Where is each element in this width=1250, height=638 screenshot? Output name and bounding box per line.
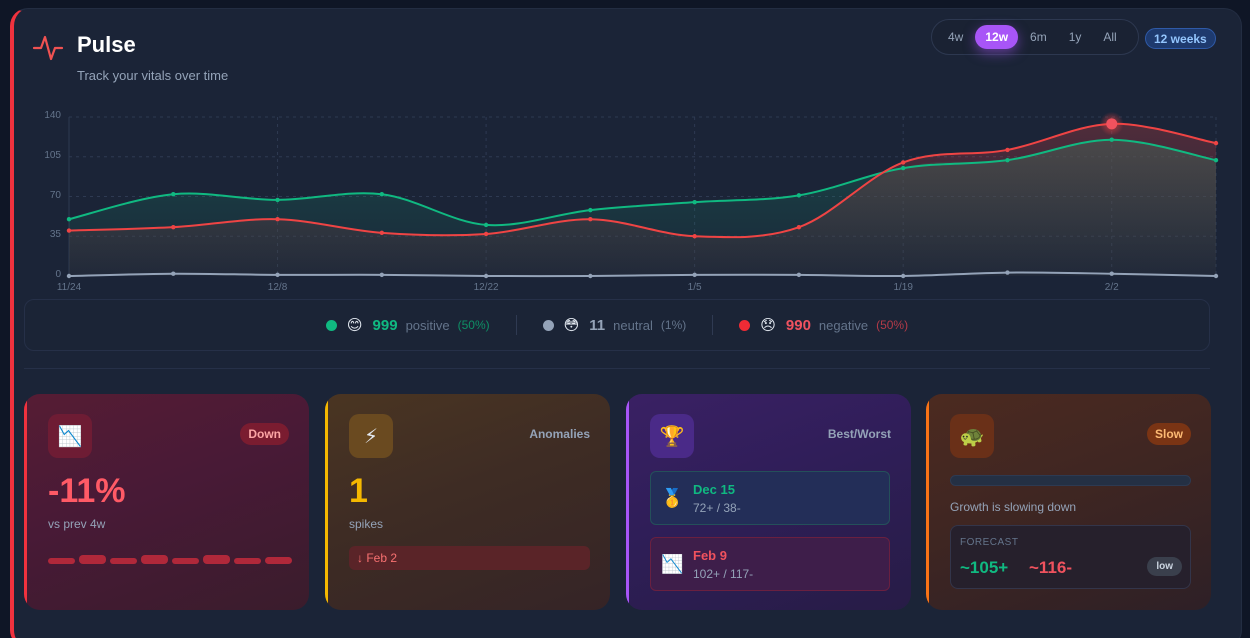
section-divider (24, 368, 1210, 369)
anomalies-label: Anomalies (529, 427, 590, 441)
down-badge: Down (240, 423, 289, 445)
range-selector: 4w 12w 6m 1y All (931, 19, 1139, 55)
spike-marker (1106, 118, 1118, 130)
negative-count: 990 (785, 316, 811, 334)
range-4w-button[interactable]: 4w (948, 30, 964, 44)
sparkbar (234, 558, 261, 564)
negative-label: negative (818, 317, 869, 333)
growth-progress-bar (950, 475, 1191, 486)
worst-date: Feb 9 (693, 547, 727, 563)
range-6m-button[interactable]: 6m (1030, 30, 1047, 44)
neutral-label: neutral (613, 317, 653, 333)
forecast-box: FORECAST ~105+ ~116- low (950, 525, 1191, 589)
range-12w-button[interactable]: 12w (975, 25, 1019, 49)
growth-card[interactable]: 🐢 Slow Growth is slowing down FORECAST ~… (926, 394, 1211, 610)
anomaly-item[interactable]: ↓ Feb 2 (349, 546, 590, 570)
range-all-button[interactable]: All (1103, 30, 1117, 44)
page-title: Pulse (77, 32, 136, 57)
x-axis-tick: 2/2 (1104, 282, 1119, 293)
x-axis-tick: 12/8 (267, 282, 288, 293)
positive-label: positive (405, 317, 450, 333)
card-accent (24, 394, 27, 610)
growth-text: Growth is slowing down (950, 500, 1077, 514)
forecast-negative: ~116- (1029, 558, 1073, 577)
legend-item-positive[interactable]: 😊 999 positive (50%) (300, 316, 516, 334)
forecast-confidence-badge: low (1147, 557, 1182, 576)
anomalies-value: 1 (349, 472, 368, 510)
sparkbar (203, 555, 230, 564)
anomalies-card[interactable]: ⚡ Anomalies 1 spikes ↓ Feb 2 (325, 394, 610, 610)
negative-dot-icon (739, 319, 751, 331)
trophy-icon: 🏆 (650, 414, 694, 458)
anomalies-sub: spikes (349, 517, 384, 531)
page-subtitle: Track your vitals over time (77, 68, 229, 83)
trend-card[interactable]: 📉 Down -11% vs prev 4w (24, 394, 309, 610)
best-date: Dec 15 (693, 481, 735, 497)
forecast-label: FORECAST (960, 537, 1019, 548)
card-accent (325, 394, 328, 610)
worst-values: 102+ / 117- (693, 566, 754, 581)
disappointed-face-icon: 😞 (760, 317, 776, 334)
legend-item-negative[interactable]: 😞 990 negative (50%) (713, 316, 934, 334)
trend-badge: Down (240, 423, 289, 445)
negative-pct: (50%) (876, 318, 909, 332)
y-axis-tick: 105 (44, 149, 61, 161)
positive-count: 999 (372, 316, 398, 334)
chart-plot (66, 111, 1219, 279)
range-1y-button[interactable]: 1y (1068, 30, 1082, 44)
chart-legend: 😊 999 positive (50%) 😳 11 neutral (1%) 😞… (24, 299, 1210, 351)
trend-sparkbars (48, 555, 292, 564)
card-accent (926, 394, 929, 610)
legend-separator (515, 315, 517, 335)
y-axis-tick: 140 (44, 110, 61, 121)
sparkbar (110, 558, 137, 564)
negative-line (68, 122, 1217, 239)
x-axis-tick: 1/5 (687, 282, 702, 293)
neutral-dot-icon (542, 319, 554, 331)
sparkbar (48, 558, 75, 564)
x-axis-tick: 1/19 (893, 282, 913, 293)
best-worst-card[interactable]: 🏆 Best/Worst 🥇 Dec 15 72+ / 38- 📉 Feb 9 … (626, 394, 911, 610)
y-axis-tick: 70 (49, 189, 61, 201)
medal-icon: 🥇 (661, 487, 684, 508)
positive-line (68, 138, 1217, 227)
pulse-icon (32, 35, 64, 61)
smiling-face-icon: 😊 (346, 317, 363, 334)
range-badge: 12 weeks (1145, 28, 1216, 49)
sparkbar (79, 555, 106, 564)
legend-separator (712, 315, 714, 335)
sparkbar (265, 557, 292, 564)
trend-sub: vs prev 4w (48, 517, 106, 531)
y-axis-tick: 0 (55, 269, 61, 280)
positive-dot-icon (325, 319, 337, 331)
forecast-positive: ~105+ (960, 558, 1009, 577)
chart-decreasing-icon: 📉 (48, 414, 92, 458)
worst-day[interactable]: 📉 Feb 9 102+ / 117- (650, 537, 890, 591)
card-accent (626, 394, 629, 610)
neutral-pct: (1%) (660, 318, 687, 332)
neutral-line (68, 271, 1217, 278)
neutral-count: 11 (589, 316, 606, 334)
best-worst-label: Best/Worst (827, 427, 891, 441)
turtle-icon: 🐢 (950, 414, 994, 458)
x-axis-tick: 11/24 (56, 282, 82, 293)
y-axis-tick: 35 (49, 229, 61, 241)
positive-pct: (50%) (457, 318, 490, 332)
trend-value: -11% (48, 472, 126, 510)
growth-badge: Slow (1146, 423, 1191, 445)
best-values: 72+ / 38- (693, 500, 741, 515)
sparkbar (172, 558, 199, 564)
x-axis-tick: 12/22 (473, 282, 499, 293)
lightning-icon: ⚡ (349, 414, 393, 458)
legend-item-neutral[interactable]: 😳 11 neutral (1%) (517, 316, 713, 334)
chart-decreasing-icon: 📉 (661, 553, 684, 574)
slow-badge: Slow (1146, 423, 1191, 445)
flushed-face-icon: 😳 (563, 317, 580, 334)
sparkbar (141, 555, 168, 564)
best-day[interactable]: 🥇 Dec 15 72+ / 38- (650, 471, 890, 525)
